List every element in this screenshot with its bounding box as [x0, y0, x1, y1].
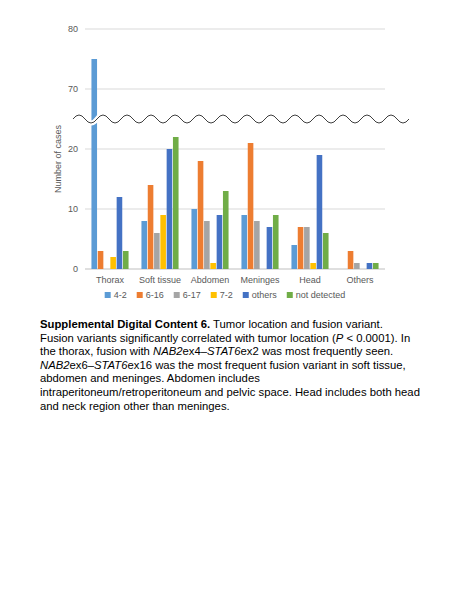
grid-line: [85, 29, 385, 30]
legend-label: others: [252, 290, 278, 300]
legend-label: 7-2: [220, 290, 233, 300]
grid-line: [85, 89, 385, 90]
bar: [223, 191, 229, 269]
bar: [304, 227, 310, 269]
bar: [323, 233, 329, 269]
bar: [291, 245, 297, 269]
axis-break-bg: [73, 115, 409, 123]
bar: [117, 197, 123, 269]
x-tick-label: Head: [299, 275, 321, 285]
bar: [348, 251, 354, 269]
caption-text: P: [336, 332, 344, 344]
bar: [204, 221, 210, 269]
x-tick-label: Soft tissue: [139, 275, 181, 285]
caption-subtitle: Tumor location and fusion variant.: [213, 318, 383, 330]
bar: [191, 209, 197, 269]
legend-swatch: [287, 292, 293, 298]
bar: [254, 221, 260, 269]
caption-text: ex2 was most frequently seen.: [241, 345, 394, 357]
legend-swatch: [105, 292, 111, 298]
bar: [123, 251, 129, 269]
y-tick-label: 80: [68, 24, 78, 34]
caption-text: STAT6: [94, 359, 127, 371]
bar: [91, 59, 97, 269]
bar: [110, 257, 116, 269]
bar: [198, 161, 204, 269]
bar: [104, 269, 110, 270]
x-tick-label: Others: [346, 275, 374, 285]
y-axis-title: Number of cases: [53, 124, 63, 193]
bar: [148, 185, 154, 269]
legend-label: 4-2: [114, 290, 127, 300]
bar: [341, 269, 347, 270]
grid-line: [85, 149, 385, 150]
legend-swatch: [174, 292, 180, 298]
bar: [141, 221, 147, 269]
bar: [98, 251, 104, 269]
legend-swatch: [137, 292, 143, 298]
bar: [317, 155, 323, 269]
bar: [248, 143, 254, 269]
bar: [167, 149, 173, 269]
bar: [273, 215, 279, 269]
bar: [241, 215, 247, 269]
bar: [160, 215, 166, 269]
bar: [173, 137, 179, 269]
bar: [210, 263, 216, 269]
caption-text: ex6–: [70, 359, 95, 371]
y-tick-label: 10: [68, 204, 78, 214]
bar: [310, 263, 316, 269]
x-tick-label: Meninges: [240, 275, 280, 285]
axis-break: [73, 115, 409, 123]
x-tick-label: Abdomen: [191, 275, 230, 285]
caption-text: ex4–: [183, 345, 208, 357]
caption-text: STAT6: [207, 345, 240, 357]
bar: [217, 215, 223, 269]
caption-text: NAB2: [40, 359, 70, 371]
bar: [354, 263, 360, 269]
grid-line: [85, 269, 385, 270]
legend-label: 6-17: [183, 290, 201, 300]
bar: [260, 269, 266, 270]
caption-text: Fusion variants significantly correlated…: [40, 332, 336, 344]
legend-swatch: [243, 292, 249, 298]
bar: [360, 269, 366, 270]
bar: [298, 227, 304, 269]
caption-text: NAB2: [153, 345, 183, 357]
caption: Supplemental Digital Content 6. Tumor lo…: [40, 318, 422, 413]
y-tick-label: 0: [73, 264, 78, 274]
bar: [267, 227, 273, 269]
legend-label: not detected: [296, 290, 346, 300]
bar: [154, 233, 160, 269]
legend-label: 6-16: [146, 290, 164, 300]
bar: [373, 263, 379, 269]
caption-title: Supplemental Digital Content 6.: [40, 318, 210, 330]
x-tick-label: Thorax: [96, 275, 125, 285]
grid-line: [85, 209, 385, 210]
legend-swatch: [211, 292, 217, 298]
y-tick-label: 20: [68, 144, 78, 154]
legend: 4-2 6-16 6-17 7-2 others not detected: [105, 290, 346, 300]
y-tick-label: 70: [68, 84, 78, 94]
bar: [367, 263, 373, 269]
